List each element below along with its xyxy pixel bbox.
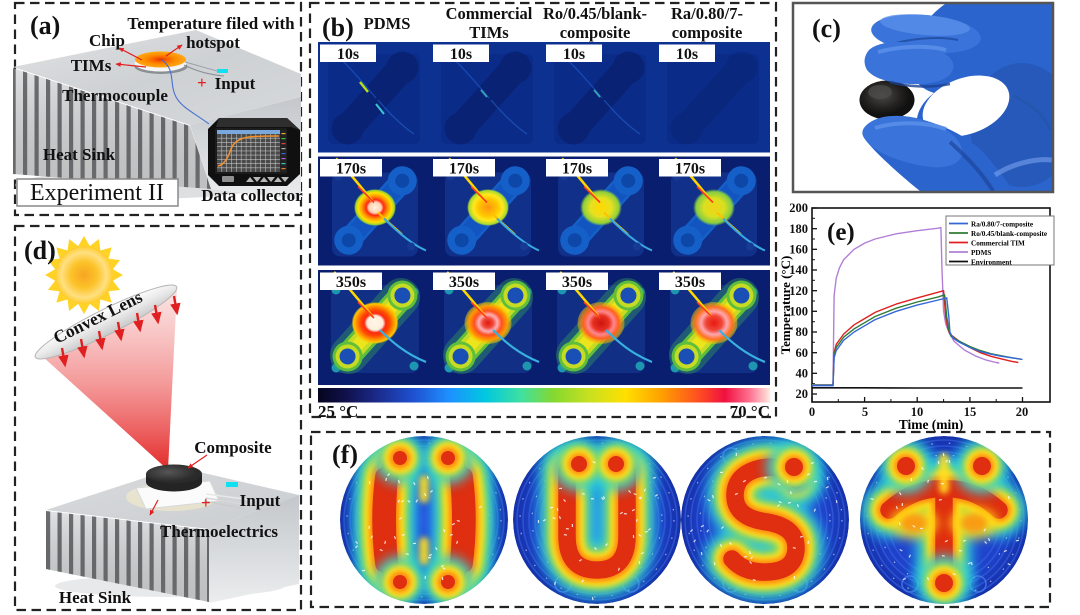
- svg-text:10s: 10s: [676, 46, 698, 63]
- svg-text:Time (min): Time (min): [899, 417, 964, 432]
- svg-text:60: 60: [796, 346, 809, 360]
- svg-text:180: 180: [789, 222, 808, 236]
- svg-text:10s: 10s: [563, 46, 585, 63]
- svg-text:350s: 350s: [675, 274, 705, 291]
- svg-text:170s: 170s: [562, 161, 592, 178]
- svg-text:120: 120: [789, 284, 808, 298]
- svg-text:TIMs: TIMs: [469, 23, 509, 42]
- svg-text:Chip: Chip: [89, 31, 125, 50]
- svg-text:Input: Input: [240, 491, 281, 510]
- svg-text:Composite: Composite: [194, 438, 272, 457]
- svg-text:(f): (f): [332, 440, 358, 469]
- svg-text:(d): (d): [24, 236, 56, 265]
- svg-text:350s: 350s: [336, 274, 366, 291]
- svg-text:+: +: [197, 73, 207, 92]
- svg-text:Heat Sink: Heat Sink: [59, 588, 132, 607]
- svg-text:170s: 170s: [336, 161, 366, 178]
- svg-text:0: 0: [809, 405, 815, 419]
- svg-text:composite: composite: [560, 23, 631, 42]
- svg-text:(e): (e): [827, 219, 855, 246]
- svg-text:TIMs: TIMs: [71, 56, 112, 75]
- svg-text:composite: composite: [672, 23, 743, 42]
- svg-text:Environment: Environment: [971, 258, 1012, 266]
- svg-text:+: +: [201, 493, 211, 512]
- svg-text:70 °C: 70 °C: [730, 402, 770, 421]
- svg-text:(a): (a): [30, 11, 60, 40]
- svg-text:Heat Sink: Heat Sink: [43, 145, 116, 164]
- svg-text:10s: 10s: [337, 46, 359, 63]
- svg-text:Input: Input: [215, 74, 256, 93]
- svg-text:160: 160: [789, 243, 808, 257]
- svg-text:(b): (b): [322, 13, 354, 42]
- svg-text:170s: 170s: [449, 161, 479, 178]
- svg-text:40: 40: [796, 367, 809, 381]
- svg-text:(c): (c): [812, 14, 841, 43]
- svg-text:10: 10: [911, 405, 924, 419]
- svg-text:5: 5: [862, 405, 868, 419]
- svg-text:Thermoelectrics: Thermoelectrics: [160, 522, 278, 541]
- svg-text:20: 20: [796, 387, 809, 401]
- svg-text:Ra/0.80/7-: Ra/0.80/7-: [671, 4, 743, 23]
- svg-text:hotspot: hotspot: [186, 33, 240, 52]
- svg-text:Ra/0.80/7-composite: Ra/0.80/7-composite: [971, 220, 1033, 228]
- svg-text:350s: 350s: [449, 274, 479, 291]
- svg-text:80: 80: [796, 325, 809, 339]
- svg-text:Thermocouple: Thermocouple: [62, 86, 168, 105]
- svg-text:20: 20: [1016, 405, 1029, 419]
- svg-text:170s: 170s: [675, 161, 705, 178]
- svg-text:350s: 350s: [562, 274, 592, 291]
- svg-text:Ro/0.45/blank-: Ro/0.45/blank-: [543, 4, 647, 23]
- svg-text:100: 100: [789, 305, 808, 319]
- svg-text:Commercial TIM: Commercial TIM: [971, 239, 1025, 247]
- svg-text:10s: 10s: [450, 46, 472, 63]
- svg-text:25 °C: 25 °C: [318, 402, 358, 421]
- svg-text:15: 15: [964, 405, 977, 419]
- svg-text:PDMS: PDMS: [971, 249, 991, 257]
- svg-text:Temperature (°C): Temperature (°C): [778, 256, 793, 355]
- svg-text:Ro/0.45/blank-composite: Ro/0.45/blank-composite: [971, 230, 1047, 238]
- svg-text:140: 140: [789, 263, 808, 277]
- svg-text:Experiment II: Experiment II: [30, 180, 164, 206]
- svg-text:200: 200: [789, 201, 808, 215]
- svg-text:Data collector: Data collector: [201, 186, 303, 205]
- svg-text:Temperature filed with: Temperature filed with: [127, 14, 295, 33]
- svg-text:Commercial: Commercial: [446, 4, 533, 23]
- svg-text:PDMS: PDMS: [364, 14, 411, 33]
